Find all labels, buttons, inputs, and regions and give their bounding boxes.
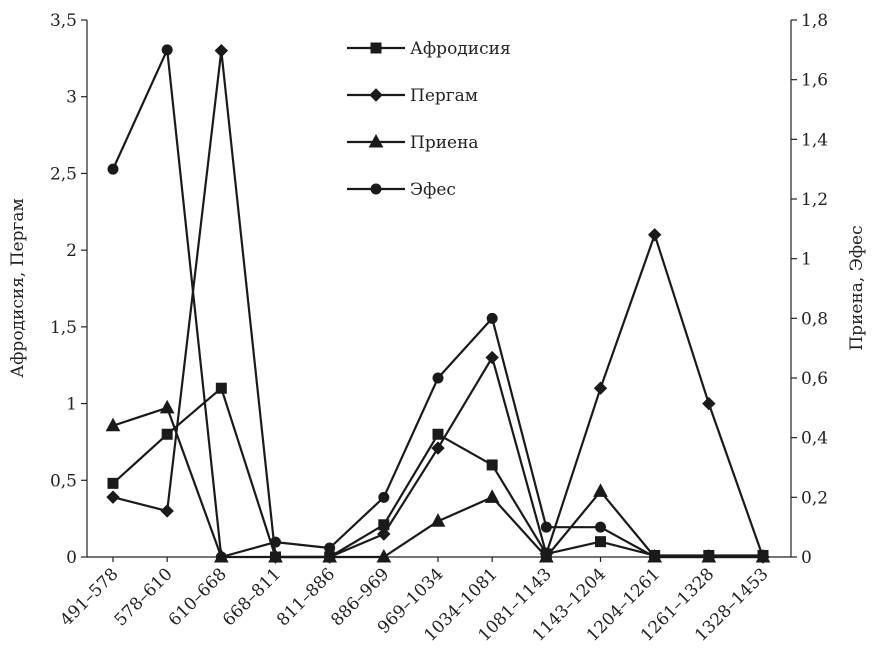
left-tick-label: 2,5 [50, 164, 77, 184]
data-point [540, 521, 552, 533]
data-point [649, 551, 661, 563]
right-tick-label: 1,2 [801, 190, 828, 210]
series-triangle [105, 399, 771, 563]
series-square [107, 382, 769, 563]
legend-label: Эфес [410, 180, 456, 200]
data-point [215, 382, 227, 394]
data-point [595, 521, 606, 533]
x-axis-ticks: 491–578578–610610–668668–811811–886886–9… [56, 557, 773, 646]
series-circle [107, 44, 769, 563]
right-tick-label: 0,2 [801, 488, 828, 508]
left-tick-label: 2 [66, 241, 77, 261]
right-tick-label: 1,6 [801, 71, 828, 91]
legend-item: Приена [347, 133, 479, 153]
data-point [324, 542, 336, 554]
left-tick-label: 3 [66, 88, 77, 108]
legend-marker [368, 133, 384, 148]
data-point [159, 399, 175, 414]
legend-item: Афродисия [347, 39, 511, 59]
legend: Афродисия Пергам Приена Эфес [347, 39, 511, 200]
right-tick-label: 1,8 [801, 11, 828, 31]
data-point [430, 513, 446, 527]
series-layer [105, 43, 771, 564]
left-tick-label: 3,5 [50, 11, 77, 31]
data-point [161, 44, 173, 56]
x-tick-label: 668–811 [219, 564, 285, 630]
right-tick-label: 0,4 [801, 429, 828, 449]
left-tick-label: 0,5 [50, 471, 77, 491]
data-point [432, 372, 444, 384]
data-point [431, 441, 445, 455]
data-point [484, 489, 500, 503]
x-tick-label: 491–578 [56, 564, 122, 630]
x-tick-label: 610–668 [165, 564, 231, 630]
data-point [703, 551, 715, 563]
data-point [322, 548, 338, 563]
data-point [215, 551, 227, 563]
y2-axis-title: Приена, Эфес [847, 225, 867, 350]
right-tick-label: 1 [801, 250, 812, 270]
data-point [105, 417, 121, 432]
data-point [270, 536, 281, 548]
left-tick-label: 0 [66, 548, 77, 568]
data-point [161, 428, 173, 440]
series-line [111, 48, 763, 559]
data-point [160, 504, 174, 518]
series-line [112, 49, 765, 559]
data-point [378, 491, 390, 503]
right-tick-label: 0,8 [801, 309, 828, 329]
right-tick-label: 1,4 [801, 130, 828, 150]
data-point [106, 490, 120, 504]
x-tick-label: 578–610 [111, 564, 177, 630]
data-point [377, 527, 391, 541]
data-point [593, 381, 608, 395]
legend-label: Афродисия [410, 39, 511, 59]
legend-marker [369, 88, 383, 102]
legend-label: Пергам [410, 86, 478, 106]
data-point [107, 477, 119, 489]
right-axis-ticks: 0 0,2 0,4 0,6 0,8 1 1,2 1,4 1,6 1,8 [791, 11, 828, 568]
data-point [595, 536, 606, 548]
right-tick-label: 0,6 [801, 369, 828, 389]
data-point [107, 163, 119, 175]
legend-marker [370, 42, 382, 54]
left-axis-ticks: 0 0,5 1 1,5 2 2,5 3 3,5 [50, 11, 87, 568]
y-axis-title: Афродисия, Пергам [8, 198, 28, 378]
left-tick-label: 1,5 [50, 318, 77, 338]
data-point [268, 548, 283, 563]
data-point [593, 483, 608, 497]
data-point [486, 312, 498, 324]
series-diamond [106, 43, 770, 564]
data-point [485, 350, 499, 365]
legend-label: Приена [410, 133, 479, 153]
data-point [647, 228, 662, 242]
left-tick-label: 1 [66, 395, 77, 415]
right-tick-label: 0 [801, 548, 812, 568]
data-point [486, 459, 498, 471]
data-point [538, 548, 554, 563]
legend-marker [370, 183, 382, 195]
legend-item: Эфес [347, 180, 456, 200]
series-line [112, 387, 763, 559]
data-point [214, 43, 229, 58]
data-point [757, 551, 769, 563]
legend-item: Пергам [347, 86, 478, 106]
data-point [702, 396, 716, 411]
x-tick-label: 811–886 [273, 564, 339, 630]
data-point [432, 428, 444, 440]
data-point [376, 548, 392, 563]
